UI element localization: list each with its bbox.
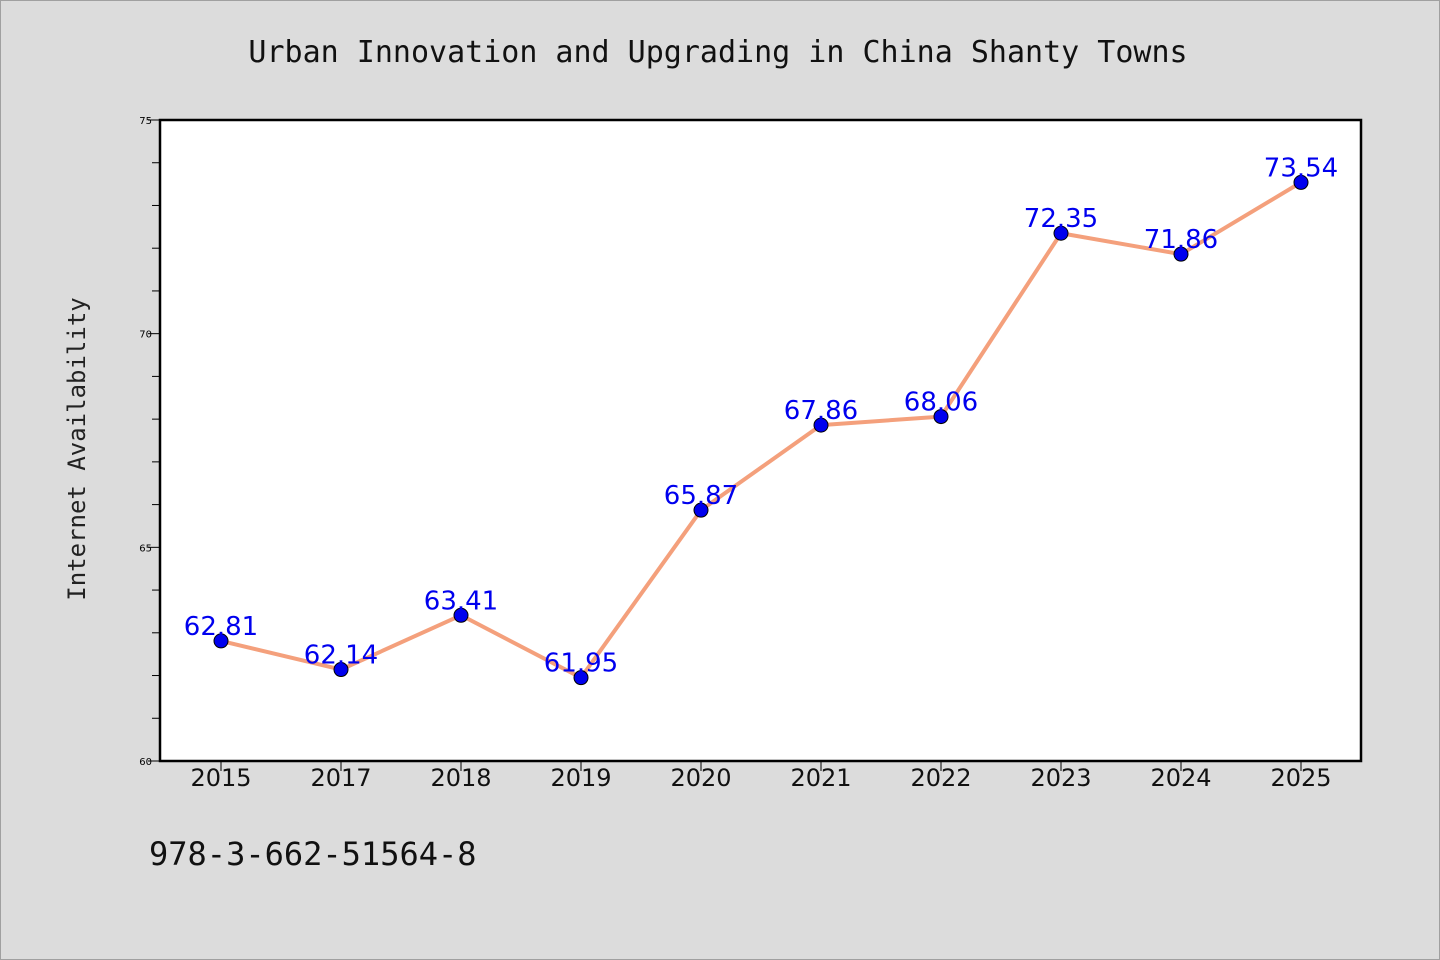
data-point — [1053, 225, 1069, 241]
isbn-text: 978-3-662-51564-8 — [149, 835, 477, 873]
data-point — [573, 670, 589, 686]
data-label: 63.41 — [424, 586, 498, 616]
x-tick-label: 2015 — [190, 764, 251, 792]
data-label: 67.86 — [784, 396, 858, 426]
x-tick-label: 2018 — [430, 764, 491, 792]
data-label: 73.54 — [1264, 153, 1338, 183]
data-label: 61.95 — [544, 649, 618, 679]
data-point — [693, 502, 709, 518]
data-label: 62.81 — [184, 612, 258, 642]
x-tick-label: 2022 — [910, 764, 971, 792]
x-tick-label: 2017 — [310, 764, 371, 792]
data-point — [333, 662, 349, 678]
data-label: 71.86 — [1144, 225, 1218, 255]
data-label: 62.14 — [304, 641, 378, 671]
data-point — [813, 417, 829, 433]
x-tick-label: 2023 — [1030, 764, 1091, 792]
data-label: 72.35 — [1024, 204, 1098, 234]
plot-frame — [158, 118, 1363, 763]
series-line — [219, 180, 1303, 680]
data-label: 68.06 — [904, 388, 978, 418]
data-point — [1173, 246, 1189, 262]
y-tick-label: 75 — [139, 116, 152, 127]
data-point — [1293, 174, 1309, 190]
x-tick-label: 2019 — [550, 764, 611, 792]
y-tick-label: 65 — [139, 543, 152, 554]
plot-area — [160, 120, 1361, 761]
y-tick-label: 60 — [139, 757, 152, 768]
x-tick-label: 2025 — [1270, 764, 1331, 792]
data-point — [933, 409, 949, 425]
data-point — [453, 607, 469, 623]
x-tick-label: 2021 — [790, 764, 851, 792]
data-point — [213, 633, 229, 649]
y-tick-label: 70 — [139, 330, 152, 341]
x-tick-label: 2024 — [1150, 764, 1211, 792]
x-tick-label: 2020 — [670, 764, 731, 792]
data-label: 65.87 — [664, 481, 738, 511]
chart-title: Urban Innovation and Upgrading in China … — [248, 35, 1188, 70]
